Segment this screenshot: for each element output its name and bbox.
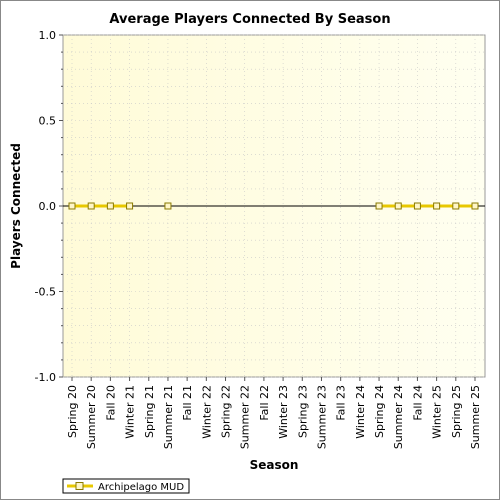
x-tick-label: Spring 22 [220,385,233,438]
data-point [413,202,421,210]
legend-box [62,478,190,494]
y-tick-label: -1.0 [35,371,56,384]
x-tick-label: Fall 22 [258,385,271,421]
x-tick-label: Winter 22 [200,385,213,439]
x-tick-label: Summer 25 [469,385,482,449]
x-tick-label: Summer 24 [392,385,405,449]
x-tick-label: Fall 23 [335,385,348,421]
y-axis-label: Players Connected [9,143,23,269]
x-tick-label: Winter 24 [354,385,367,439]
x-tick-label: Winter 25 [431,385,444,439]
x-tick-label: Winter 23 [277,385,290,439]
x-tick-label: Fall 20 [104,385,117,421]
y-tick-label: 0.0 [39,200,57,213]
data-point [106,202,114,210]
data-point [375,202,383,210]
data-point [87,202,95,210]
x-tick-label: Winter 21 [124,385,137,439]
data-point [68,202,76,210]
x-tick-label: Spring 25 [450,385,463,438]
x-tick-label: Fall 24 [411,385,424,421]
x-axis-label: Season [250,458,299,472]
y-tick-label: 1.0 [39,29,57,42]
series-layer [68,202,479,210]
data-point [471,202,479,210]
x-tick-labels: Spring 20 Summer 20 Fall 20 Winter 21 Spring… [66,385,482,449]
data-point [452,202,460,210]
x-tick-label: Spring 24 [373,385,386,438]
x-tick-label: Summer 21 [162,385,175,449]
x-tick-label: Summer 20 [85,385,98,449]
x-tick-label: Spring 21 [143,385,156,438]
data-point [433,202,441,210]
x-tick-label: Summer 23 [315,385,328,449]
y-tick-label: -0.5 [35,286,56,299]
x-tick-label: Spring 20 [66,385,79,438]
legend: Archipelago MUD [62,478,190,494]
data-point [394,202,402,210]
grid [63,34,485,378]
data-point [126,202,134,210]
y-tick-labels: 1.0 0.5 0.0 -0.5 -1.0 [35,29,56,384]
x-tick-label: Spring 23 [296,385,309,438]
chart-title: Average Players Connected By Season [109,12,390,27]
data-point [164,202,172,210]
legend-label: Archipelago MUD [98,482,184,493]
x-tick-label: Summer 22 [239,385,252,449]
legend-swatch-marker [75,482,84,490]
y-tick-label: 0.5 [39,115,57,128]
x-tick-label: Fall 21 [181,385,194,421]
